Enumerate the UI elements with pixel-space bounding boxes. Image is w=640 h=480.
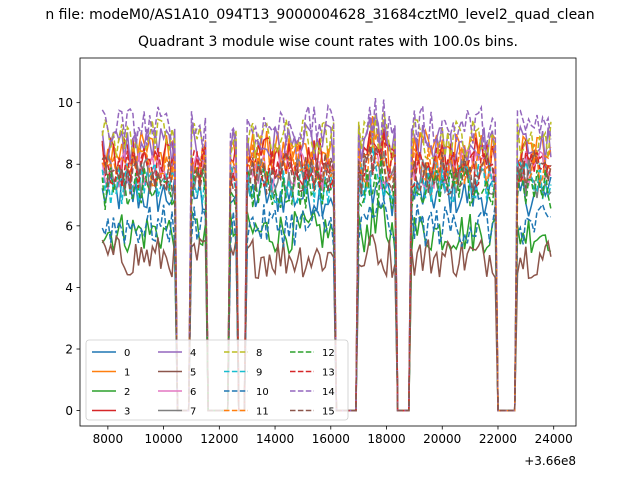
legend-label-14: 14	[322, 387, 335, 398]
legend-box	[85, 339, 349, 421]
x-tick-label: 18000	[367, 432, 405, 446]
series-line-10	[101, 196, 552, 412]
axes: 8000 10000 12000 14000 16000 18000 20000 22000 2…	[58, 57, 577, 468]
legend-label-7: 7	[190, 407, 196, 418]
series-line-8	[101, 112, 552, 412]
x-tick-label: 24000	[535, 432, 573, 446]
legend-label-1: 1	[124, 368, 130, 379]
series-line-14	[101, 98, 552, 412]
legend-label-2: 2	[124, 387, 130, 398]
y-tick-label: 0	[65, 404, 73, 418]
legend-label-0: 0	[124, 348, 130, 359]
figure-suptitle: n file: modeM0/AS1A10_094T13_9000004628_…	[45, 7, 595, 23]
x-tick-label: 22000	[479, 432, 517, 446]
legend-label-6: 6	[190, 387, 196, 398]
legend-label-5: 5	[190, 368, 196, 379]
legend-label-12: 12	[322, 348, 335, 359]
legend-label-8: 8	[256, 348, 262, 359]
y-tick-label: 4	[65, 281, 73, 295]
legend-label-3: 3	[124, 407, 130, 418]
x-tick-label: 10000	[145, 432, 183, 446]
legend-label-4: 4	[190, 348, 196, 359]
chart-title: Quadrant 3 module wise count rates with …	[138, 34, 518, 50]
x-tick-label: 14000	[256, 432, 294, 446]
y-tick-label: 10	[58, 96, 73, 110]
legend-label-9: 9	[256, 368, 262, 379]
series-line-15	[101, 144, 552, 412]
x-tick-label: 8000	[93, 432, 124, 446]
y-tick-label: 2	[65, 343, 73, 357]
legend-label-13: 13	[322, 368, 335, 379]
x-tick-label: 12000	[200, 432, 238, 446]
plot-frame	[79, 57, 577, 427]
x-offset-label: +3.66e8	[524, 454, 576, 468]
legend-label-10: 10	[256, 387, 269, 398]
legend-label-11: 11	[256, 407, 269, 418]
x-tick-label: 16000	[312, 432, 350, 446]
x-tick-label: 20000	[423, 432, 461, 446]
legend-label-15: 15	[322, 407, 335, 418]
y-tick-label: 8	[65, 158, 73, 172]
y-tick-label: 6	[65, 219, 73, 233]
